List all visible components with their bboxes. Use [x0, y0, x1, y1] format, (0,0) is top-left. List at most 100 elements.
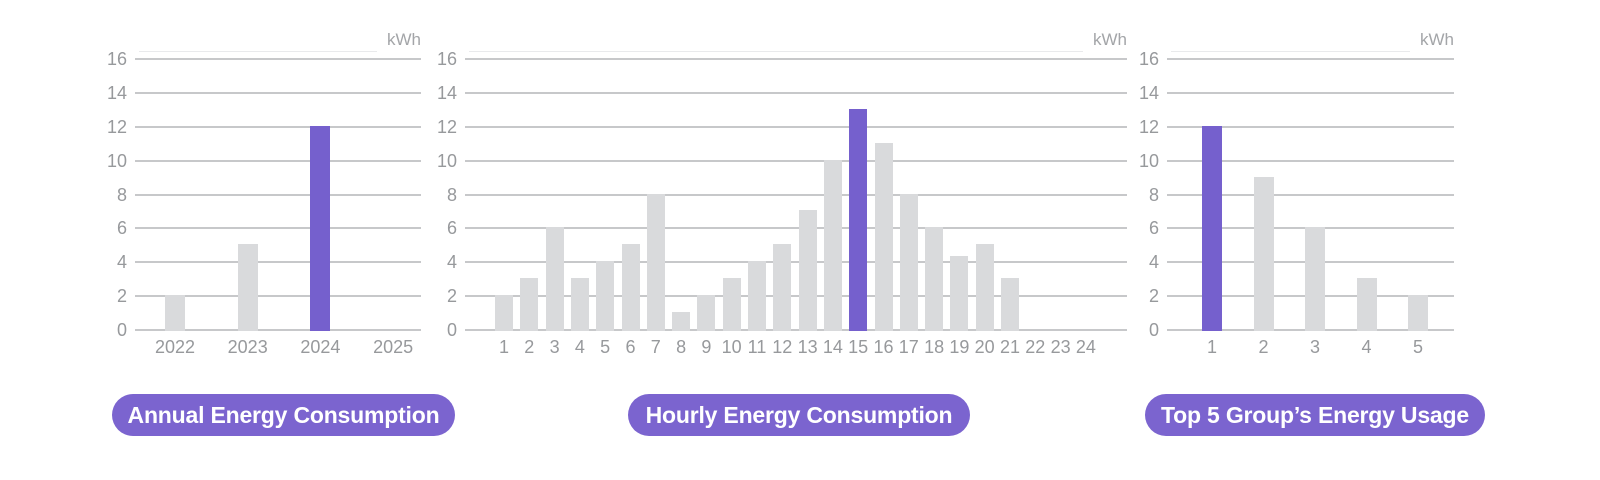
x-axis-tick-label: 22 — [1025, 337, 1046, 357]
x-axis-tick-label: 1 — [498, 337, 509, 357]
gridline-16 — [465, 58, 1127, 60]
x-axis-tick-label: 3 — [1309, 337, 1320, 357]
y-axis-tick-label: 10 — [1138, 150, 1159, 171]
bar — [545, 227, 564, 331]
unit-label: kWh — [1420, 30, 1454, 49]
bar — [823, 159, 842, 331]
x-axis-tick-label: 2023 — [227, 337, 268, 357]
x-axis-tick-label: 4 — [1361, 337, 1372, 357]
y-axis-tick-label: 6 — [1148, 218, 1159, 239]
gridline-8 — [1167, 193, 1454, 196]
bar — [237, 244, 258, 331]
y-axis-tick-label: 0 — [1148, 320, 1159, 340]
gridline-14 — [1167, 91, 1454, 94]
bar — [798, 210, 817, 331]
x-axis-tick-label: 14 — [822, 337, 843, 357]
bar — [1408, 295, 1428, 331]
gridline-0 — [465, 329, 1127, 331]
x-axis-tick-label: 5 — [1412, 337, 1423, 357]
bar — [672, 312, 691, 331]
y-axis-tick-label: 4 — [116, 252, 127, 273]
x-axis-tick-label: 15 — [848, 337, 869, 357]
bar — [1001, 278, 1019, 331]
bar — [722, 278, 741, 331]
gridline-8 — [465, 193, 1127, 196]
x-axis-tick-label: 2 — [1258, 337, 1269, 357]
top5-groups-button[interactable]: Top 5 Group’s Energy Usage — [1145, 394, 1485, 436]
x-axis-tick-label: 11 — [747, 337, 767, 357]
y-axis-tick-label: 10 — [436, 150, 457, 171]
x-axis-tick-label: 21 — [999, 337, 1021, 357]
y-axis-tick-label: 16 — [106, 49, 127, 69]
y-axis-tick-label: 6 — [446, 218, 457, 239]
gridline-4 — [135, 261, 421, 264]
bar — [1356, 278, 1377, 331]
x-axis-tick-label: 9 — [701, 337, 712, 357]
gridline-10 — [1167, 159, 1454, 162]
x-axis-tick-label: 8 — [676, 337, 687, 357]
gridline-2 — [465, 295, 1127, 298]
y-axis-tick-label: 8 — [1148, 184, 1159, 205]
gridline-6 — [135, 227, 421, 230]
x-axis-tick-label: 2 — [524, 337, 535, 357]
bar — [646, 193, 665, 331]
bar — [975, 244, 994, 331]
x-axis-tick-label: 12 — [772, 337, 793, 357]
y-axis-tick-label: 12 — [1138, 116, 1159, 137]
bar — [165, 295, 185, 331]
bar-highlighted — [849, 108, 868, 331]
y-axis-tick-label: 14 — [1138, 82, 1159, 103]
x-axis-tick-label: 13 — [797, 337, 818, 357]
y-axis-tick-label: 4 — [446, 252, 457, 273]
x-axis-tick-label: 16 — [873, 337, 894, 357]
chart-hourly-energy: kWh Hourly Energy Consumption 0 2 4 6 8 10 12 1… — [420, 0, 1127, 480]
bar — [899, 193, 918, 331]
gridline-12 — [1167, 125, 1454, 128]
y-axis-tick-label: 0 — [446, 320, 457, 340]
x-axis-tick-label: 4 — [574, 337, 585, 357]
chart-annual-energy: kWh Annual Energy Consumption 0 2 4 6 8 10 12 1… — [90, 0, 455, 480]
x-axis-tick-label: 24 — [1075, 337, 1096, 357]
y-axis-tick-label: 2 — [116, 286, 127, 307]
bar — [520, 278, 539, 331]
bar — [950, 256, 969, 331]
gridline-14 — [135, 91, 421, 94]
y-axis-tick-label: 8 — [446, 184, 457, 205]
x-axis-tick-label: 2024 — [300, 337, 341, 357]
x-axis-tick-label: 17 — [898, 337, 919, 357]
x-axis-tick-label: 2025 — [373, 337, 414, 357]
hourly-energy-button[interactable]: Hourly Energy Consumption — [628, 394, 970, 436]
y-axis-tick-label: 0 — [116, 320, 127, 340]
x-axis-tick-label: 20 — [974, 337, 995, 357]
y-axis-tick-label: 12 — [436, 116, 457, 137]
y-axis-tick-label: 2 — [446, 286, 457, 307]
y-axis-tick-label: 2 — [1148, 286, 1159, 307]
bar — [1253, 176, 1274, 331]
plot-top-border — [469, 51, 1083, 52]
bar — [596, 261, 615, 331]
y-axis-tick-label: 8 — [116, 184, 127, 205]
bar — [495, 295, 513, 331]
bar — [570, 278, 589, 331]
y-axis-tick-label: 12 — [106, 116, 127, 137]
x-axis-tick-label: 23 — [1050, 337, 1071, 357]
plot-top-border — [1171, 51, 1410, 52]
annual-energy-button[interactable]: Annual Energy Consumption — [112, 394, 455, 436]
x-axis-tick-label: 18 — [924, 337, 945, 357]
gridline-6 — [465, 227, 1127, 230]
unit-label: kWh — [1093, 30, 1127, 49]
gridline-12 — [135, 125, 421, 128]
gridline-14 — [465, 91, 1127, 94]
bar — [621, 244, 640, 331]
bar — [1305, 227, 1325, 331]
x-axis-tick-label: 10 — [721, 337, 742, 357]
bar — [697, 295, 716, 331]
gridline-2 — [135, 295, 421, 298]
x-axis-tick-label: 19 — [949, 337, 970, 357]
gridline-10 — [465, 159, 1127, 162]
y-axis-tick-label: 6 — [116, 218, 127, 239]
bar — [748, 261, 766, 331]
y-axis-tick-label: 16 — [436, 49, 457, 69]
gridline-0 — [135, 329, 421, 331]
